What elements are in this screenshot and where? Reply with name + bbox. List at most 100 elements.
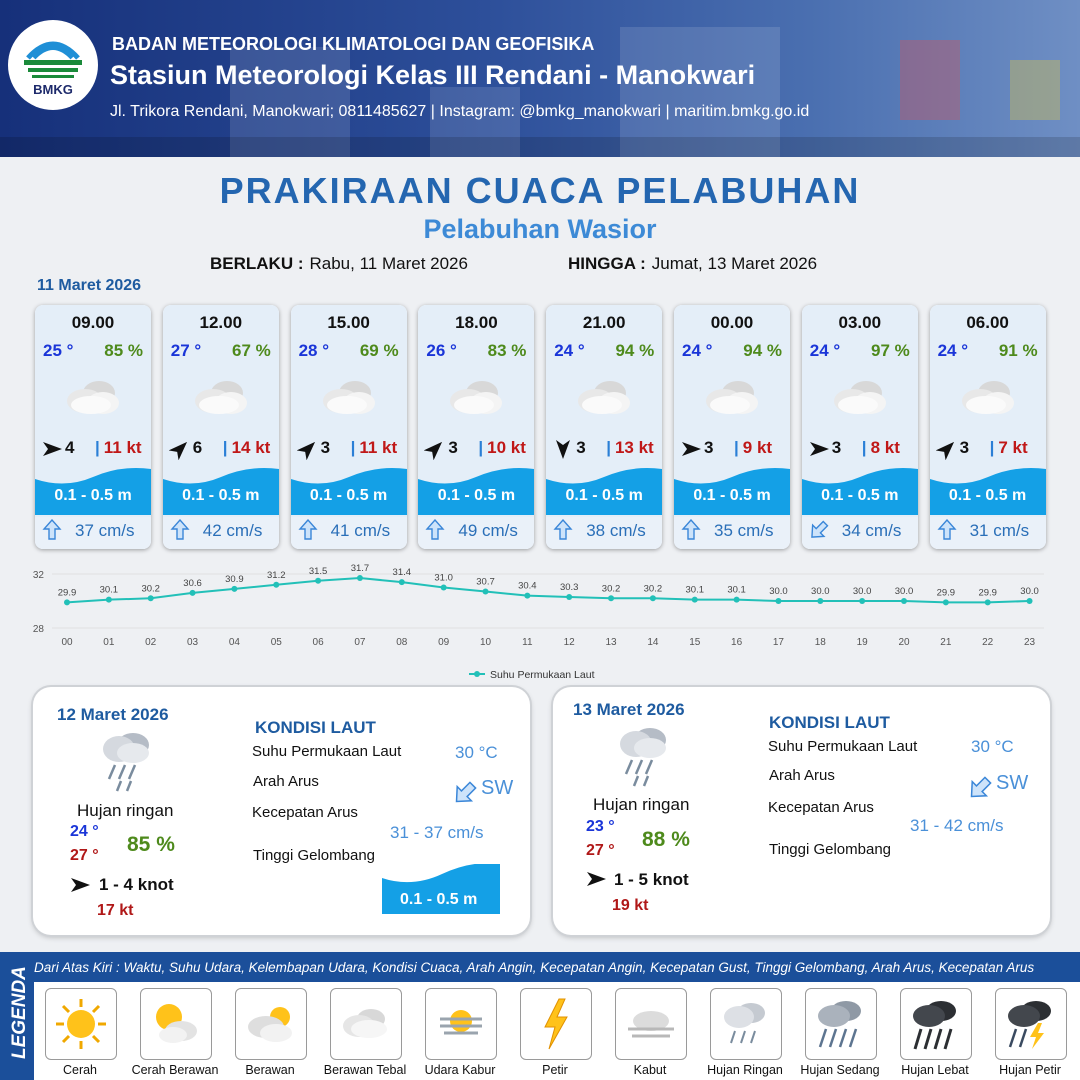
x-tick-label: 10	[480, 637, 492, 648]
current-speed: 42 cm/s	[202, 521, 263, 540]
data-label: 29.9	[978, 587, 997, 598]
data-label: 30.1	[686, 585, 705, 596]
wind-speed: 6	[192, 438, 203, 457]
header-banner	[0, 0, 1080, 157]
wind-direction-arrow-icon	[71, 878, 90, 892]
data-point	[147, 595, 154, 602]
humidity: 88 %	[642, 828, 690, 851]
data-point	[733, 596, 740, 603]
sea-condition-title: KONDISI LAUT	[255, 718, 376, 737]
current-direction-arrow-icon	[681, 519, 701, 540]
data-label: 29.9	[937, 587, 956, 598]
berawan-tebal-icon	[194, 381, 247, 414]
wave-graphic	[801, 468, 918, 515]
berawan-tebal-icon	[67, 381, 119, 414]
wind-direction-arrow-icon	[682, 442, 701, 456]
legend-label-berawan-tebal: Berawan Tebal	[323, 1063, 407, 1077]
data-label: 31.0	[434, 573, 453, 584]
forecast-time: 09.00	[71, 313, 115, 332]
data-label: 30.0	[811, 586, 830, 597]
gust-speed: | 9 kt	[734, 438, 773, 457]
agency-name: BADAN METEOROLOGI KLIMATOLOGI DAN GEOFIS…	[112, 34, 595, 54]
humidity: 85 %	[127, 833, 175, 856]
wave-height: 0.1 - 0.5 m	[948, 487, 1027, 504]
x-tick-label: 05	[271, 637, 283, 648]
day3-panel: 13 Maret 2026 Hujan ringan 23 ° 27 ° 88 …	[553, 687, 1050, 935]
berawan-tebal-icon	[450, 381, 503, 414]
berawan-tebal-icon	[961, 381, 1014, 414]
station-name: Stasiun Meteorologi Kelas III Rendani - …	[110, 60, 756, 90]
current-speed-label: Kecepatan Arus	[252, 804, 358, 821]
x-tick-label: 22	[982, 637, 994, 648]
humidity: 83 %	[487, 341, 527, 360]
port-name: Pelabuhan Wasior	[423, 214, 657, 244]
gust-speed: | 14 kt	[222, 438, 271, 457]
air-temperature: 24 °	[937, 341, 969, 360]
x-tick-label: 14	[647, 637, 659, 648]
current-direction: SW	[996, 772, 1029, 794]
data-point	[1026, 598, 1033, 604]
sst-label: Suhu Permukaan Laut	[252, 743, 402, 760]
berawan-tebal-icon	[833, 381, 886, 414]
bmkg-logo: BMKG	[8, 20, 98, 110]
gust-speed: | 13 kt	[606, 438, 654, 457]
x-tick-label: 04	[229, 637, 241, 648]
legend-label: Suhu Permukaan Laut	[490, 669, 595, 681]
current-direction: SW	[481, 777, 514, 799]
wind-direction-arrow-icon	[935, 441, 954, 460]
wave-graphic	[929, 468, 1046, 515]
day3-date: 13 Maret 2026	[573, 700, 685, 719]
wind-speed: 3	[576, 438, 586, 457]
legend-label-hujan-petir: Hujan Petir	[999, 1063, 1061, 1077]
data-label: 31.5	[309, 566, 328, 577]
forecast-card-18.00: 18.00 26 ° 83 % 3 | 10 kt 0.1 - 0.5 m 49 …	[418, 305, 535, 549]
current-speed-label: Kecepatan Arus	[768, 799, 874, 816]
wind-direction-arrow-icon	[809, 442, 829, 456]
x-tick-label: 17	[773, 637, 785, 648]
humidity: 91 %	[998, 341, 1038, 360]
wave-height: 0.1 - 0.5 m	[309, 487, 388, 504]
data-label: 30.1	[727, 585, 746, 596]
weather-condition: Hujan ringan	[593, 795, 690, 814]
air-temperature: 25 °	[43, 341, 74, 360]
light-rain-icon	[103, 733, 149, 792]
data-label: 30.0	[1020, 586, 1039, 597]
humidity: 94 %	[615, 341, 655, 360]
series-line	[66, 577, 1030, 604]
x-tick-label: 02	[145, 637, 157, 648]
forecast-time: 12.00	[199, 313, 243, 332]
x-tick-label: 15	[689, 637, 701, 648]
current-direction-arrow-icon	[937, 519, 957, 540]
data-point	[482, 588, 489, 595]
data-label: 30.9	[225, 574, 244, 585]
current-direction-arrow-icon	[970, 776, 992, 798]
wave-graphic	[546, 468, 663, 515]
min-temperature: 23 °	[586, 818, 615, 835]
wind-speed: 3	[959, 438, 970, 457]
data-point	[691, 596, 698, 603]
air-temperature: 28 °	[298, 341, 330, 360]
sst-label: Suhu Permukaan Laut	[768, 738, 918, 755]
y-tick-label: 32	[33, 570, 45, 581]
current-speed: 35 cm/s	[714, 521, 774, 540]
forecast-card-03.00: 03.00 24 ° 97 % 3 | 8 kt 0.1 - 0.5 m 34 c…	[801, 305, 918, 549]
humidity: 67 %	[232, 341, 271, 360]
current-speed: 38 cm/s	[586, 521, 646, 540]
x-tick-label: 07	[354, 637, 366, 648]
wave-height: 0.1 - 0.5 m	[54, 487, 132, 504]
legend-title: LEGENDA	[9, 966, 30, 1059]
legend-label-kabut: Kabut	[633, 1063, 667, 1077]
current-speed: 31 cm/s	[969, 521, 1030, 540]
air-temperature: 24 °	[554, 341, 585, 360]
forecast-time: 03.00	[838, 313, 882, 332]
berawan-tebal-icon	[322, 381, 375, 414]
current-direction-label: Arah Arus	[769, 767, 835, 784]
data-point	[901, 598, 907, 604]
gust-speed: | 7 kt	[989, 438, 1028, 457]
humidity: 97 %	[871, 341, 910, 360]
data-point	[566, 593, 573, 600]
current-direction-arrow-icon	[42, 519, 62, 540]
gust-speed: 19 kt	[612, 897, 649, 914]
x-tick-label: 00	[61, 637, 73, 648]
data-label: 30.6	[183, 578, 202, 589]
